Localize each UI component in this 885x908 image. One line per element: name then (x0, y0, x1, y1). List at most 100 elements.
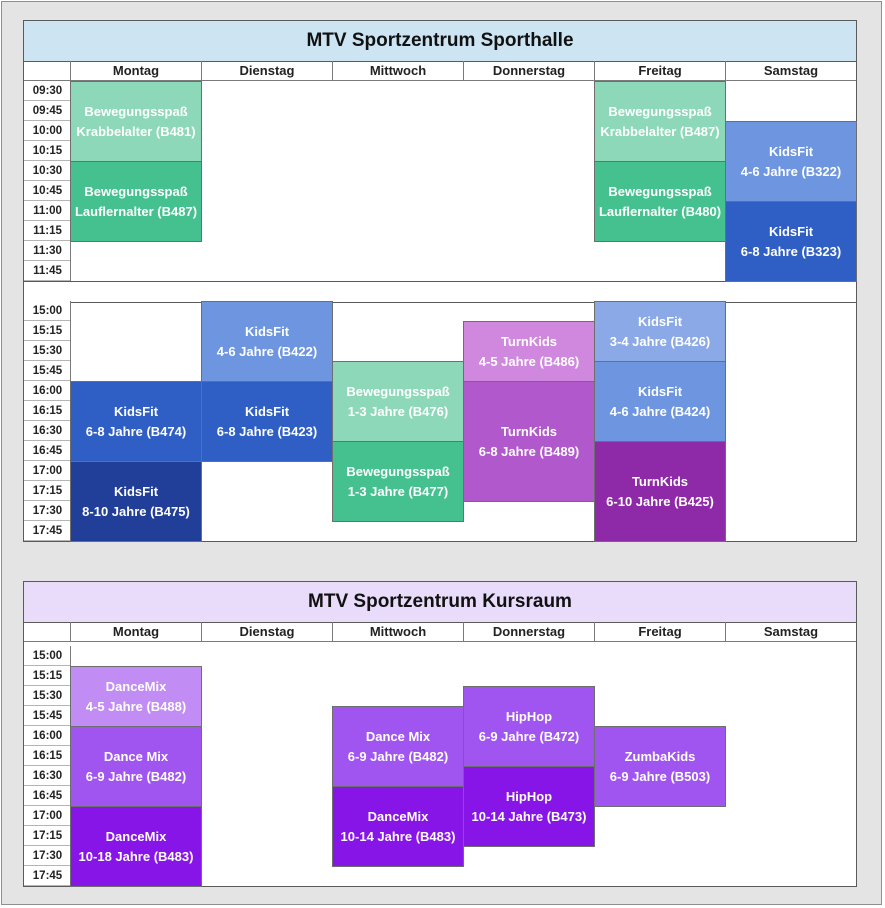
block-bewegungsspass-b487-fr[interactable]: Bewegungsspaß Krabbelalter (B487) (594, 81, 726, 162)
block-bewegungsspass-b480[interactable]: Bewegungsspaß Lauflernalter (B480) (594, 161, 726, 242)
halle-afternoon-time-cell: 17:15 (24, 481, 71, 501)
course-group: 6-8 Jahre (B474) (85, 423, 187, 439)
halle-morning-time-cell: 11:15 (24, 221, 71, 241)
kursraum-panel: MTV Sportzentrum Kursraum Montag Dienstag… (23, 581, 857, 887)
block-kidsfit-b475[interactable]: KidsFit 8-10 Jahre (B475) (70, 461, 202, 542)
course-name: HipHop (505, 788, 553, 804)
course-group: 6-9 Jahre (B482) (347, 748, 449, 764)
kursraum-time-cell: 17:30 (24, 846, 71, 866)
block-hiphop-b472[interactable]: HipHop 6-9 Jahre (B472) (463, 686, 595, 767)
halle-header-freitag: Freitag (594, 61, 725, 81)
block-dancemix-b483-mi[interactable]: DanceMix 10-14 Jahre (B483) (332, 786, 464, 867)
block-dancemix-b482[interactable]: Dance Mix 6-9 Jahre (B482) (70, 726, 202, 807)
halle-morning-time-cell: 09:45 (24, 101, 71, 121)
block-hiphop-b473[interactable]: HipHop 10-14 Jahre (B473) (463, 766, 595, 847)
course-name: Dance Mix (103, 748, 169, 764)
course-name: KidsFit (244, 323, 290, 339)
course-group: 4-5 Jahre (B486) (478, 353, 580, 369)
course-name: KidsFit (244, 403, 290, 419)
kursraum-time-cell: 15:45 (24, 706, 71, 726)
halle-afternoon-time-cell: 15:45 (24, 361, 71, 381)
course-group: 6-8 Jahre (B323) (740, 243, 842, 259)
kursraum-time-cell: 15:30 (24, 686, 71, 706)
kursraum-header-freitag: Freitag (594, 622, 725, 642)
course-group: 1-3 Jahre (B477) (347, 483, 449, 499)
block-dancemix-b482-mi[interactable]: Dance Mix 6-9 Jahre (B482) (332, 706, 464, 787)
block-turnkids-b486[interactable]: TurnKids 4-5 Jahre (B486) (463, 321, 595, 382)
halle-morning-time-cell: 10:30 (24, 161, 71, 181)
course-group: 10-14 Jahre (B473) (471, 808, 587, 824)
kursraum-time-cell: 16:15 (24, 746, 71, 766)
course-name: KidsFit (113, 483, 159, 499)
halle-afternoon-time-cell: 15:15 (24, 321, 71, 341)
block-dancemix-b488[interactable]: DanceMix 4-5 Jahre (B488) (70, 666, 202, 727)
block-bewegungsspass-b476[interactable]: Bewegungsspaß 1-3 Jahre (B476) (332, 361, 464, 442)
halle-afternoon-time-cell: 16:45 (24, 441, 71, 461)
halle-afternoon-time-cell: 16:00 (24, 381, 71, 401)
kursraum-time-cell: 16:30 (24, 766, 71, 786)
kursraum-time-cell: 17:00 (24, 806, 71, 826)
course-name: KidsFit (768, 143, 814, 159)
halle-header-time (24, 61, 71, 81)
halle-afternoon-time-cell: 15:30 (24, 341, 71, 361)
block-bewegungsspass-b481[interactable]: Bewegungsspaß Krabbelalter (B481) (70, 81, 202, 162)
course-group: 10-14 Jahre (B483) (340, 828, 456, 844)
halle-morning-time-cell: 09:30 (24, 81, 71, 101)
block-turnkids-b425[interactable]: TurnKids 6-10 Jahre (B425) (594, 441, 726, 542)
block-dancemix-b483[interactable]: DanceMix 10-18 Jahre (B483) (70, 806, 202, 887)
block-kidsfit-b474[interactable]: KidsFit 6-8 Jahre (B474) (70, 381, 202, 462)
kursraum-time-cell: 16:45 (24, 786, 71, 806)
sporthalle-panel: MTV Sportzentrum Sporthalle Montag Dienst… (23, 20, 857, 542)
course-group: 4-6 Jahre (B322) (740, 163, 842, 179)
block-zumbakids-b503[interactable]: ZumbaKids 6-9 Jahre (B503) (594, 726, 726, 807)
course-group: 6-8 Jahre (B423) (216, 423, 318, 439)
course-group: 4-6 Jahre (B422) (216, 343, 318, 359)
block-bewegungsspass-b477[interactable]: Bewegungsspaß 1-3 Jahre (B477) (332, 441, 464, 522)
course-name: KidsFit (637, 313, 683, 329)
halle-afternoon-time-cell: 16:15 (24, 401, 71, 421)
course-group: 6-9 Jahre (B503) (609, 768, 711, 784)
kursraum-header-samstag: Samstag (725, 622, 856, 642)
block-bewegungsspass-b487[interactable]: Bewegungsspaß Lauflernalter (B487) (70, 161, 202, 242)
course-name: Bewegungsspaß (608, 103, 712, 119)
block-kidsfit-b424[interactable]: KidsFit 4-6 Jahre (B424) (594, 361, 726, 442)
course-name: DanceMix (105, 828, 167, 844)
course-name: Bewegungsspaß (84, 183, 188, 199)
course-name: ZumbaKids (624, 748, 696, 764)
course-group: Lauflernalter (B487) (74, 203, 198, 219)
halle-afternoon-time-cell: 15:00 (24, 301, 71, 321)
course-name: HipHop (505, 708, 553, 724)
kursraum-header-mittwoch: Mittwoch (332, 622, 463, 642)
course-name: TurnKids (500, 333, 558, 349)
course-name: TurnKids (631, 473, 689, 489)
block-kidsfit-b422[interactable]: KidsFit 4-6 Jahre (B422) (201, 301, 333, 382)
halle-morning-time-cell: 11:30 (24, 241, 71, 261)
halle-afternoon-time-cell: 17:00 (24, 461, 71, 481)
block-kidsfit-b323[interactable]: KidsFit 6-8 Jahre (B323) (725, 201, 857, 282)
halle-header-dienstag: Dienstag (201, 61, 332, 81)
course-name: KidsFit (768, 223, 814, 239)
course-name: TurnKids (500, 423, 558, 439)
course-group: 6-10 Jahre (B425) (606, 493, 714, 509)
halle-morning-time-cell: 10:00 (24, 121, 71, 141)
block-kidsfit-b426[interactable]: KidsFit 3-4 Jahre (B426) (594, 301, 726, 362)
course-name: Bewegungsspaß (84, 103, 188, 119)
course-name: Bewegungsspaß (346, 383, 450, 399)
kursraum-time-cell: 15:15 (24, 666, 71, 686)
course-group: Krabbelalter (B481) (76, 123, 196, 139)
kursraum-time-cell: 17:15 (24, 826, 71, 846)
course-name: Bewegungsspaß (608, 183, 712, 199)
course-group: 6-9 Jahre (B482) (85, 768, 187, 784)
block-kidsfit-b423[interactable]: KidsFit 6-8 Jahre (B423) (201, 381, 333, 462)
halle-header-donnerstag: Donnerstag (463, 61, 594, 81)
course-name: Bewegungsspaß (346, 463, 450, 479)
course-group: 6-9 Jahre (B472) (478, 728, 580, 744)
block-kidsfit-b322[interactable]: KidsFit 4-6 Jahre (B322) (725, 121, 857, 202)
course-group: 8-10 Jahre (B475) (82, 503, 190, 519)
course-name: DanceMix (105, 678, 167, 694)
halle-header-samstag: Samstag (725, 61, 856, 81)
halle-header-mittwoch: Mittwoch (332, 61, 463, 81)
block-turnkids-b489[interactable]: TurnKids 6-8 Jahre (B489) (463, 381, 595, 502)
halle-morning-time-cell: 11:45 (24, 261, 71, 281)
sporthalle-title: MTV Sportzentrum Sporthalle (24, 21, 856, 62)
